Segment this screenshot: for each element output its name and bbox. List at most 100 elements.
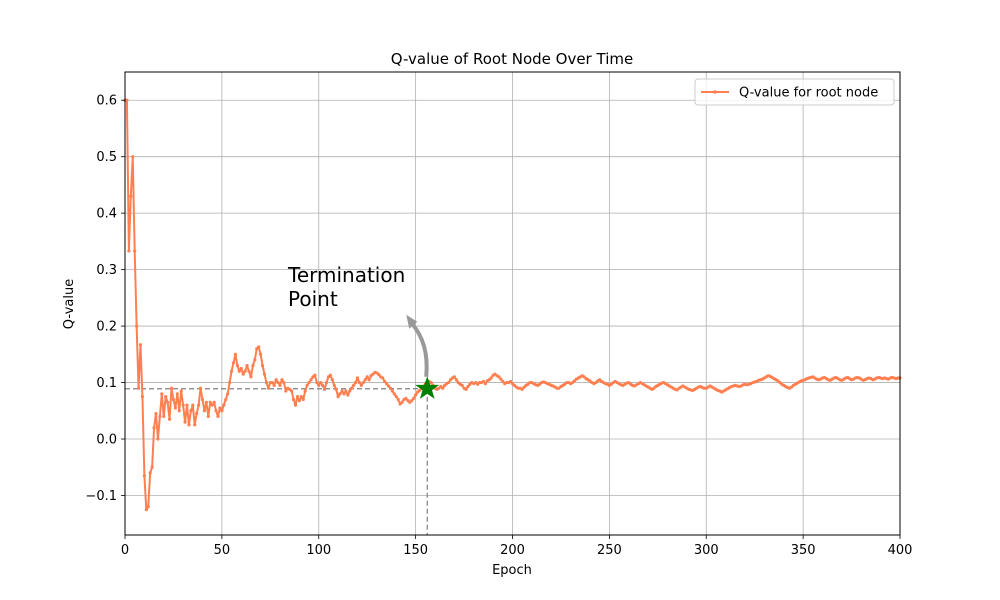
data-point [353, 380, 358, 385]
y-tick-label: 0.4 [96, 207, 117, 222]
data-point [206, 414, 210, 419]
data-point [460, 383, 464, 387]
data-point [317, 383, 321, 387]
data-point [231, 361, 236, 365]
y-tick-label: 0.3 [96, 263, 117, 278]
x-tick-label: 400 [888, 543, 913, 558]
data-point [160, 392, 164, 396]
data-point [185, 403, 189, 407]
data-point [266, 386, 270, 390]
data-point [233, 352, 238, 356]
data-point [142, 474, 146, 478]
data-point [390, 389, 394, 393]
data-point [262, 372, 267, 376]
data-point [171, 397, 176, 402]
annotation-text: Termination [287, 263, 405, 287]
legend: Q-value for root node [694, 78, 895, 106]
legend-series-marker [713, 90, 717, 94]
data-point [446, 380, 451, 385]
termination-guide-lines [125, 388, 428, 535]
data-point [135, 324, 139, 328]
data-point [129, 194, 133, 198]
x-tick-label: 100 [306, 543, 331, 558]
data-point [177, 409, 181, 413]
data-point [164, 395, 168, 399]
data-point [429, 380, 433, 385]
y-tick-label: −0.1 [85, 489, 117, 504]
data-point [363, 378, 367, 382]
data-point [162, 414, 166, 419]
data-point [125, 98, 129, 102]
data-point [400, 400, 404, 404]
data-point [352, 383, 356, 387]
data-point [260, 364, 265, 368]
data-point [276, 380, 280, 385]
data-point [388, 386, 393, 390]
data-point [330, 378, 334, 382]
data-point [299, 395, 303, 399]
data-point [361, 380, 365, 385]
data-point [138, 343, 143, 347]
legend-series-label: Q-value for root node [739, 86, 878, 101]
data-point [321, 383, 325, 387]
data-point [348, 389, 352, 393]
data-point [195, 412, 199, 416]
data-point [193, 423, 197, 427]
data-point [499, 377, 503, 381]
data-point [319, 380, 323, 385]
data-point [200, 397, 205, 402]
data-point [220, 409, 224, 413]
data-point [202, 409, 207, 413]
data-point [305, 383, 309, 387]
data-point [454, 378, 458, 382]
x-axis-label: Epoch [492, 563, 532, 578]
data-point [483, 382, 487, 386]
data-point [179, 389, 183, 393]
data-point [338, 392, 342, 396]
data-point [175, 392, 179, 396]
data-point [350, 386, 354, 390]
data-point [183, 420, 187, 424]
data-point [309, 378, 313, 382]
annotation-arrow-tail [406, 314, 418, 329]
data-point [264, 380, 269, 385]
data-point [520, 387, 524, 391]
data-point [481, 379, 486, 384]
data-point [355, 376, 360, 380]
data-point [324, 380, 329, 385]
data-point [346, 393, 350, 397]
data-point [334, 387, 338, 391]
data-point [441, 386, 445, 390]
data-point [167, 417, 172, 421]
data-point [508, 379, 513, 384]
data-point [226, 392, 230, 396]
data-point [144, 507, 148, 512]
data-point [166, 400, 170, 404]
y-tick-label: 0.2 [96, 320, 117, 335]
data-point [295, 395, 300, 399]
data-point [247, 369, 251, 373]
data-point [257, 345, 261, 349]
data-point [297, 399, 301, 403]
data-point [336, 395, 340, 399]
data-point [249, 375, 253, 379]
data-point [386, 384, 391, 388]
annotation-arrow-shaft [409, 321, 429, 377]
y-tick-label: 0.6 [96, 94, 117, 109]
data-point [384, 382, 389, 386]
data-point [383, 379, 387, 384]
data-point [173, 406, 177, 410]
annotation-text: Point [288, 287, 338, 311]
y-tick-label: 0.5 [96, 150, 117, 165]
legend-box [694, 78, 895, 106]
data-point [148, 471, 152, 475]
data-point [282, 380, 286, 385]
data-point [239, 366, 243, 371]
data-point [342, 392, 346, 396]
data-point [156, 437, 160, 441]
data-point [274, 378, 278, 382]
data-point [158, 414, 162, 419]
data-point [313, 373, 317, 377]
chart-title: Q-value of Root Node Over Time [391, 50, 633, 68]
